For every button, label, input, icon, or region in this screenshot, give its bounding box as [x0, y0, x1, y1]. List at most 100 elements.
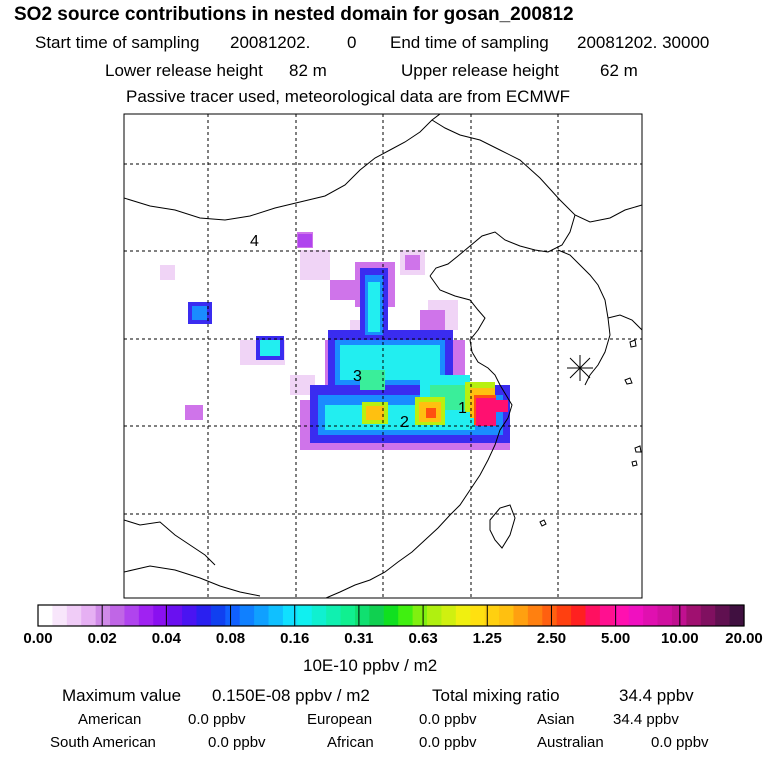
total-mixing-value: 34.4 ppbv: [619, 686, 694, 705]
colorbar-label: 10.00: [661, 630, 699, 647]
colorbar-cell: [542, 605, 558, 626]
colorbar-label: 0.00: [23, 630, 53, 647]
colorbar-cell: [527, 605, 543, 626]
coastlines: [124, 114, 642, 598]
upper-release-label: Upper release height: [401, 61, 559, 80]
colorbar-cell: [412, 605, 428, 626]
total-mixing-label: Total mixing ratio: [432, 686, 560, 705]
colorbar-cell: [571, 605, 587, 626]
colorbar-cell: [354, 605, 370, 626]
colorbar-label: 0.04: [151, 630, 181, 647]
region-african-label: African: [327, 734, 374, 751]
colorbar-label: 0.08: [215, 630, 246, 647]
colorbar-cell: [686, 605, 702, 626]
region-australian-label: Australian: [537, 734, 604, 751]
colorbar-cell: [297, 605, 313, 626]
colorbar-unit: 10E-10 ppbv / m2: [303, 656, 438, 675]
map-frame: [123, 113, 643, 599]
colorbar-cells: [38, 605, 745, 626]
region-south-american-label: South American: [50, 734, 156, 751]
colorbar-cell: [715, 605, 731, 626]
colorbar-label: 20.00: [725, 630, 763, 647]
colorbar-cell: [340, 605, 356, 626]
colorbar-cell: [110, 605, 126, 626]
colorbar-cell: [455, 605, 471, 626]
region-african-value: 0.0 ppbv: [419, 734, 477, 751]
region-european-label: European: [307, 711, 373, 728]
colorbar-cell: [52, 605, 68, 626]
colorbar-label: 0.31: [344, 630, 374, 647]
region-south-american-value: 0.0 ppbv: [208, 734, 266, 751]
colorbar-cell: [499, 605, 515, 626]
colorbar-cell: [556, 605, 572, 626]
colorbar-cell: [196, 605, 212, 626]
region-australian-value: 0.0 ppbv: [651, 734, 709, 751]
colorbar-cell: [369, 605, 385, 626]
colorbar-cell: [38, 605, 54, 626]
colorbar-cell: [398, 605, 414, 626]
region-american-label: American: [78, 711, 142, 728]
concentration-field: [160, 232, 510, 450]
colorbar-cell: [585, 605, 601, 626]
region-american-value: 0.0 ppbv: [188, 711, 246, 728]
colorbar-cell: [182, 605, 198, 626]
start-time-date: 20081202.: [230, 33, 311, 52]
colorbar-label: 1.25: [472, 630, 502, 647]
region-asian-label: Asian: [537, 711, 575, 728]
region-asian-value: 34.4 ppbv: [613, 711, 679, 728]
graticule: [124, 114, 642, 598]
colorbar-cell: [268, 605, 284, 626]
colorbar-cell: [614, 605, 630, 626]
colorbar-cell: [225, 605, 241, 626]
colorbar-cell: [326, 605, 342, 626]
colorbar-cell: [383, 605, 399, 626]
max-value: 0.150E-08 ppbv / m2: [212, 686, 370, 705]
colorbar-cell: [441, 605, 457, 626]
colorbar-cell: [153, 605, 169, 626]
end-time-value: 20081202. 30000: [577, 33, 710, 52]
colorbar-label: 2.50: [536, 630, 567, 647]
colorbar-cell: [254, 605, 270, 626]
region-marker-1: 1: [458, 400, 467, 417]
region-marker-4: 4: [250, 233, 259, 250]
colorbar-cell: [657, 605, 673, 626]
region-marker-3: 3: [353, 368, 362, 385]
colorbar-cell: [311, 605, 327, 626]
colorbar-cell: [628, 605, 644, 626]
colorbar-cell: [700, 605, 716, 626]
colorbar-ticks: [101, 605, 681, 626]
upper-release-value: 62 m: [600, 61, 638, 80]
colorbar-label: 5.00: [601, 630, 631, 647]
page-title: SO2 source contributions in nested domai…: [14, 4, 574, 25]
colorbar-cell: [282, 605, 298, 626]
lower-release-value: 82 m: [289, 61, 327, 80]
colorbar-frame: [37, 604, 745, 627]
start-time-hour: 0: [347, 33, 357, 52]
colorbar-cell: [643, 605, 659, 626]
region-european-value: 0.0 ppbv: [419, 711, 477, 728]
colorbar-cell: [66, 605, 82, 626]
gosan-receptor-star: [567, 355, 593, 381]
region-marker-2: 2: [400, 414, 409, 431]
colorbar-cell: [124, 605, 140, 626]
max-value-label: Maximum value: [62, 686, 182, 705]
start-time-label: Start time of sampling: [35, 33, 200, 52]
data-source-note: Passive tracer used, meteorological data…: [126, 87, 571, 106]
colorbar-cell: [239, 605, 255, 626]
colorbar-cell: [484, 605, 500, 626]
colorbar-cell: [513, 605, 529, 626]
colorbar-label: 0.63: [408, 630, 438, 647]
colorbar-label: 0.02: [87, 630, 117, 647]
colorbar-cell: [729, 605, 745, 626]
colorbar-cell: [599, 605, 615, 626]
colorbar-cell: [470, 605, 486, 626]
colorbar-cell: [210, 605, 226, 626]
colorbar-label: 0.16: [280, 630, 310, 647]
lower-release-label: Lower release height: [105, 61, 263, 80]
end-time-label: End time of sampling: [390, 33, 549, 52]
colorbar-cell: [167, 605, 183, 626]
colorbar-cell: [95, 605, 111, 626]
